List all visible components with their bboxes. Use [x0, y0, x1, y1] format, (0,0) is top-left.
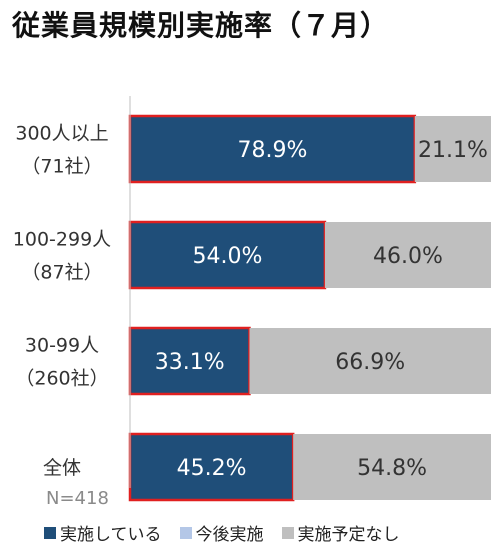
bar-2-1: [324, 222, 491, 288]
category-label-2-0: 30-99人: [25, 335, 99, 357]
bar-0-0: [128, 114, 417, 184]
bar-2-0: [414, 116, 491, 182]
data-label-2-3: 54.8%: [357, 456, 427, 481]
bar-0-2: [128, 326, 251, 396]
category-label-1-0: 100-299人: [13, 229, 111, 251]
legend-label-planned: 今後実施: [195, 525, 264, 545]
bar-0-3: [128, 432, 295, 502]
data-label-2-0: 21.1%: [418, 138, 488, 163]
data-label-0-1: 54.0%: [193, 244, 263, 269]
legend-item-not-planned: 実施予定なし: [281, 520, 400, 545]
legend-label-not-planned: 実施予定なし: [297, 525, 400, 545]
legend-label-implemented: 実施している: [60, 525, 162, 545]
category-label-2-1: （260社）: [15, 368, 108, 390]
bar-2-3: [293, 434, 491, 500]
bar-2-2: [249, 328, 491, 394]
category-label-3-0: 全体: [43, 457, 81, 479]
data-label-0-3: 45.2%: [177, 456, 247, 481]
category-label-1-1: （87社）: [21, 262, 102, 284]
legend-swatch-implemented: [44, 526, 56, 539]
legend-swatch-planned: [179, 526, 192, 539]
legend-item-planned: 今後実施: [179, 520, 264, 545]
data-label-0-0: 78.9%: [237, 138, 307, 163]
chart-title: 従業員規模別実施率（７月）: [12, 9, 390, 42]
category-label-0-1: （71社）: [21, 156, 102, 178]
legend: 実施している 今後実施 実施予定なし: [44, 520, 400, 545]
legend-item-implemented: 実施している: [44, 520, 162, 545]
data-label-2-1: 46.0%: [373, 244, 443, 269]
data-label-0-2: 33.1%: [155, 350, 225, 375]
legend-swatch-not-planned: [281, 526, 294, 539]
category-label-0-0: 300人以上: [15, 123, 108, 145]
sample-size-note: N=418: [46, 488, 109, 509]
data-label-2-2: 66.9%: [335, 350, 405, 375]
